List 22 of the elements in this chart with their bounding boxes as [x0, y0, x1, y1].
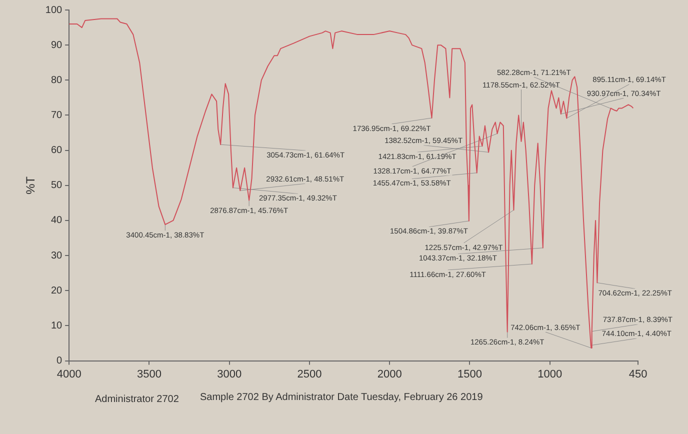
y-axis-title: %T [24, 176, 38, 194]
x-tick-label: 3000 [217, 368, 242, 380]
x-tick-label: 450 [628, 368, 648, 380]
text: Administrator 2702 [95, 394, 180, 405]
y-tick-label: 0 [56, 356, 63, 367]
y-tick-label: 90 [50, 40, 63, 51]
x-tick-label: 1500 [457, 368, 482, 380]
x-tick-label: 2500 [297, 368, 322, 380]
x-tick-label: 2000 [377, 368, 402, 380]
x-tick-label: 3500 [136, 368, 162, 380]
y-tick-label: 50 [50, 180, 63, 192]
y-tick-label: 30 [50, 250, 63, 262]
y-tick-label: 60 [50, 145, 63, 156]
y-tick-label: 10 [50, 320, 63, 332]
x-tick-label: 1000 [538, 368, 562, 380]
y-tick-label: 20 [50, 285, 63, 296]
y-tick-label: 40 [50, 215, 63, 226]
y-tick-label: 70 [50, 110, 63, 121]
y-tick-label: 100 [45, 4, 63, 16]
x-tick-label: 4000 [56, 368, 82, 380]
text: Sample 2702 By Administrator Date Tuesday, February 26 2019 [200, 392, 483, 403]
y-tick-label: 80 [50, 74, 63, 86]
